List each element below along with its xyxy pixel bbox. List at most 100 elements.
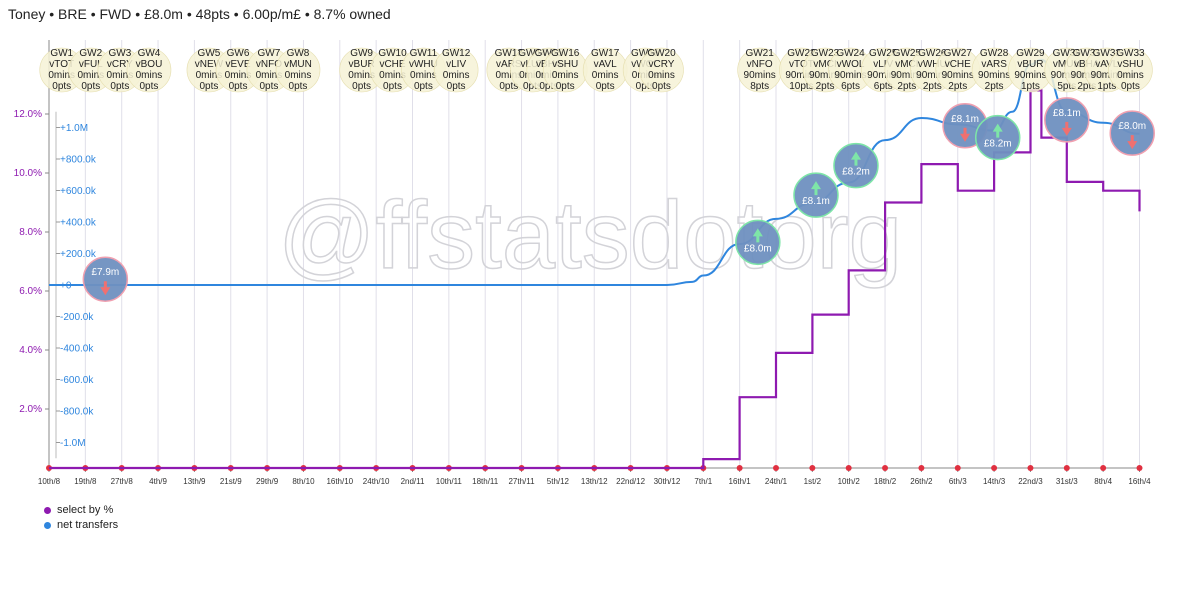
gw-points: 6pts — [841, 81, 860, 92]
price-change-marker[interactable]: £8.1m — [793, 172, 839, 218]
gw-minutes: 0mins — [77, 70, 104, 81]
gw-label: GW25 — [893, 48, 922, 59]
x-tick-label: 14th/3 — [983, 477, 1006, 486]
gw-minutes: 0mins — [225, 70, 252, 81]
gw-minutes: 90mins — [942, 70, 974, 81]
right-tick-label: -600.0k — [60, 375, 94, 386]
x-point-dot — [882, 465, 889, 471]
gw-opponent: vMUN — [284, 59, 312, 70]
gw-label: GW17 — [591, 48, 620, 59]
gw-minutes: 0mins — [592, 70, 619, 81]
price-label: £8.0m — [1118, 121, 1146, 132]
series-select-line — [49, 89, 1141, 470]
x-tick-label: 10th/11 — [436, 477, 463, 486]
price-circle — [82, 256, 129, 302]
gw-opponent: vLIV — [873, 59, 893, 70]
gw-minutes: 90mins — [744, 70, 776, 81]
gw-opponent: vBOU — [136, 59, 163, 70]
gw-label: GW31 — [1073, 48, 1102, 59]
gw-points: 0pts — [81, 81, 100, 92]
gw-label: GW13 — [495, 48, 524, 59]
gw-label: GW5 — [198, 48, 221, 59]
right-tick-label: -800.0k — [60, 407, 94, 418]
gw-points: 0pts — [539, 81, 558, 92]
price-change-marker[interactable]: £8.2m — [974, 114, 1021, 161]
gw-points: 0pts — [652, 81, 671, 92]
x-point-dot — [1027, 465, 1034, 471]
gameweek-bubbles: GW1vTOT0mins0ptsGW2vFUL0mins0ptsGW3vCRY0… — [39, 47, 1153, 93]
gw-points: 0pts — [636, 81, 655, 92]
price-change-marker[interactable]: £7.9m — [82, 256, 129, 302]
x-tick-label: 21st/9 — [220, 477, 242, 486]
x-axis: 10th/8 19th/8 27th/8 4th/9 13th/9 21st/9 29th/… — [38, 465, 1151, 486]
gw-minutes: 0mins — [256, 70, 283, 81]
gw-opponent: vMCI — [813, 59, 836, 70]
x-tick-label: 29th/9 — [256, 477, 279, 486]
price-change-marker[interactable]: £8.0m — [1109, 110, 1155, 156]
price-change-marker[interactable]: £8.1m — [1044, 97, 1090, 143]
gw-points: 2pts — [897, 81, 916, 92]
x-tick-label: 2nd/11 — [401, 477, 425, 486]
price-change-marker[interactable]: £8.0m — [735, 219, 781, 266]
gw-points: 0pts — [140, 81, 159, 92]
gw-opponent: vWOL — [837, 59, 865, 70]
gw-points: 0pts — [289, 81, 308, 92]
price-circle — [735, 219, 781, 266]
gw-minutes: 0mins — [285, 70, 312, 81]
left-tick-label: 10.0% — [14, 168, 42, 179]
right-tick-label: -1.0M — [60, 438, 86, 449]
gw-points: 0pts — [447, 81, 466, 92]
x-tick-label: 24th/10 — [363, 477, 390, 486]
gw-points: 0pts — [52, 81, 71, 92]
legend-item-select[interactable]: select by % — [44, 504, 113, 516]
gw-label: GW4 — [138, 48, 161, 59]
gw-points: 10pts — [789, 81, 813, 92]
gw-label: GW18 — [631, 48, 660, 59]
gw-points: 2pts — [923, 81, 942, 92]
left-tick-label: 12.0% — [14, 109, 42, 120]
price-label: £8.0m — [744, 243, 772, 254]
x-point-dot — [736, 465, 743, 471]
gw-opponent: vWHU — [409, 59, 438, 70]
gw-points: 0pts — [352, 81, 371, 92]
x-tick-label: 5th/12 — [547, 477, 570, 486]
right-y-axis: -1.0M-800.0k-600.0k-400.0k-200.0k+0+200.… — [55, 111, 97, 459]
gw-opponent: vBUR — [1017, 59, 1043, 70]
x-point-dot — [991, 465, 998, 471]
gw-label: GW6 — [227, 48, 250, 59]
gw-minutes: 0mins — [379, 70, 406, 81]
legend-dot-select — [44, 506, 51, 514]
gw-minutes: 90mins — [916, 70, 948, 81]
x-point-dot — [954, 465, 961, 471]
right-tick-label: -200.0k — [60, 312, 94, 323]
gw-label: GW11 — [410, 48, 438, 59]
gw-opponent: vBUR — [349, 59, 375, 70]
gw-opponent: vARS — [496, 59, 522, 70]
gw-label: GW24 — [836, 48, 865, 59]
gw-opponent: vAVL — [1095, 59, 1119, 70]
gw-points: 1pts — [1021, 81, 1040, 92]
price-change-marker[interactable]: £8.2m — [833, 142, 879, 189]
legend-item-transfers[interactable]: net transfers — [44, 519, 118, 531]
gw-points: 2pts — [985, 81, 1004, 92]
gw-bubble-circle — [639, 47, 684, 93]
x-point-dot — [1063, 465, 1070, 471]
gw-label: GW22 — [787, 48, 816, 59]
price-down-arrow-icon — [100, 281, 111, 296]
price-label: £8.1m — [802, 196, 830, 207]
